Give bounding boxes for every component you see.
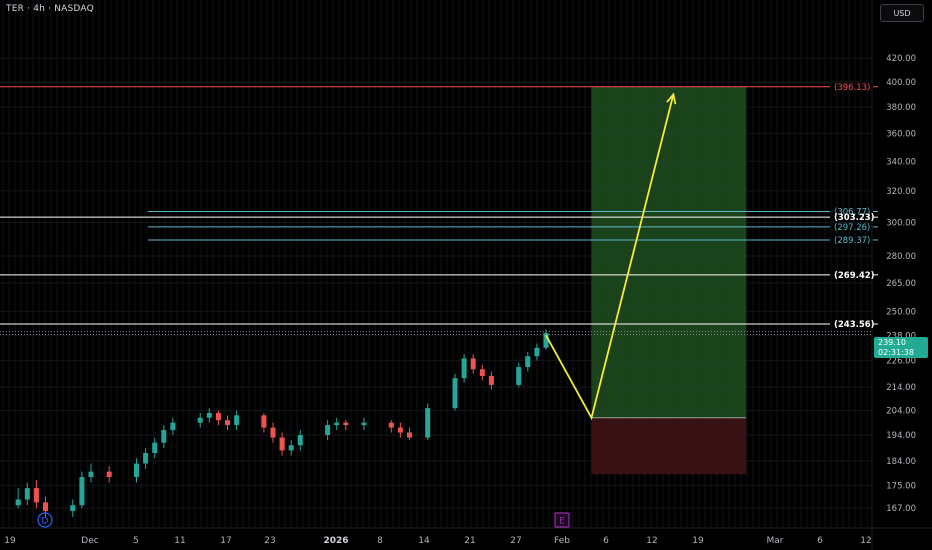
x-tick-label: 5 (133, 536, 139, 546)
candle-body (525, 356, 531, 368)
candle-body (452, 378, 458, 409)
y-tick-label: 214.00 (886, 383, 916, 393)
candle-body (33, 488, 39, 503)
candle-body (106, 471, 112, 478)
candle-body (488, 375, 494, 385)
x-tick-label: 8 (377, 536, 383, 546)
y-tick-label: 265.00 (886, 279, 916, 289)
candle-body (343, 422, 349, 426)
candle-body (461, 358, 467, 379)
x-tick-label: 11 (174, 536, 185, 546)
y-tick-label: 167.00 (886, 504, 916, 514)
y-tick-label: 400.00 (886, 78, 916, 88)
y-tick-label: 226.00 (886, 357, 916, 367)
candle-body (516, 367, 522, 385)
candle-body (279, 437, 285, 451)
currency-button[interactable]: USD (880, 4, 924, 22)
candle-body (543, 333, 549, 348)
y-tick-label: 175.00 (886, 481, 916, 491)
loss-zone (591, 417, 747, 475)
candle-body (197, 417, 203, 423)
candle-body (325, 425, 331, 436)
candle-body (425, 408, 431, 438)
profit-zone (591, 86, 747, 418)
y-tick-label: 238.00 (886, 331, 916, 341)
x-tick-label: 19 (4, 536, 16, 546)
symbol-title: TER · 4h · NASDAQ (6, 4, 94, 14)
projection-arrow (545, 94, 675, 421)
candle-body (534, 347, 540, 357)
y-tick-label: 320.00 (886, 187, 916, 197)
x-tick-label: 23 (264, 536, 275, 546)
level-label: (396.13) (834, 83, 870, 93)
candle-body (133, 463, 140, 478)
candle-body (234, 415, 240, 426)
y-tick-label: 184.00 (886, 457, 916, 467)
candle-body (397, 427, 403, 433)
x-tick-label: Feb (554, 536, 570, 546)
x-tick-label: 14 (418, 536, 430, 546)
x-tick-label: Mar (767, 536, 784, 546)
candle-body (42, 502, 49, 512)
candle-body (470, 358, 476, 370)
x-tick-label: 21 (464, 536, 475, 546)
level-label: (306.77) (834, 207, 870, 217)
y-tick-label: 380.00 (886, 103, 916, 113)
level-label: (269.42) (834, 271, 875, 281)
candle-body (261, 415, 267, 428)
x-tick-label: 12 (860, 536, 871, 546)
y-tick-label: 280.00 (886, 252, 916, 262)
current-price: 239.10 (878, 337, 906, 347)
x-tick-label: 12 (646, 536, 657, 546)
level-label: (297.26) (834, 223, 870, 233)
earnings-marker[interactable] (554, 512, 570, 528)
candle-body (406, 432, 413, 438)
candle-countdown: 02:31:38 (878, 347, 914, 357)
candle-body (224, 420, 231, 426)
x-tick-label: 2026 (323, 536, 348, 546)
level-label: (289.37) (834, 236, 870, 246)
candle-body (334, 422, 340, 426)
y-tick-label: 340.00 (886, 157, 916, 167)
candle-body (143, 452, 149, 464)
x-tick-label: 6 (817, 536, 823, 546)
candle-body (88, 471, 94, 478)
x-tick-label: 17 (220, 536, 231, 546)
candle-body (288, 445, 294, 451)
candle-body (297, 435, 303, 446)
x-tick-label: 6 (603, 536, 609, 546)
candle-body (270, 427, 276, 438)
candle-body (161, 430, 167, 443)
level-label: (243.56) (834, 320, 875, 330)
y-tick-label: 194.00 (886, 431, 916, 441)
x-tick-label: Dec (81, 536, 98, 546)
candle-body (70, 505, 76, 512)
candle-body (206, 412, 212, 418)
x-tick-label: 27 (510, 536, 521, 546)
candle-body (388, 422, 394, 428)
candle-body (479, 369, 485, 376)
candle-body (215, 412, 221, 421)
candle-body (24, 488, 30, 500)
marker-label: D (42, 517, 49, 527)
candle-body (361, 422, 367, 426)
dividend-marker[interactable] (37, 512, 53, 528)
candle-body (79, 477, 85, 506)
y-tick-label: 300.00 (886, 218, 916, 228)
current-price-badge: 239.10 02:31:38 (874, 337, 928, 358)
x-tick-label: 19 (692, 536, 704, 546)
candle-body (15, 499, 21, 506)
candle-body (152, 442, 158, 453)
y-tick-label: 250.00 (886, 307, 916, 317)
y-tick-label: 204.00 (886, 407, 916, 417)
y-tick-label: 420.00 (886, 54, 916, 64)
y-tick-label: 360.00 (886, 129, 916, 139)
marker-label: E (559, 517, 565, 527)
candle-body (170, 422, 176, 431)
projection-arrowhead (666, 92, 677, 105)
level-label: (303.23) (834, 213, 875, 223)
